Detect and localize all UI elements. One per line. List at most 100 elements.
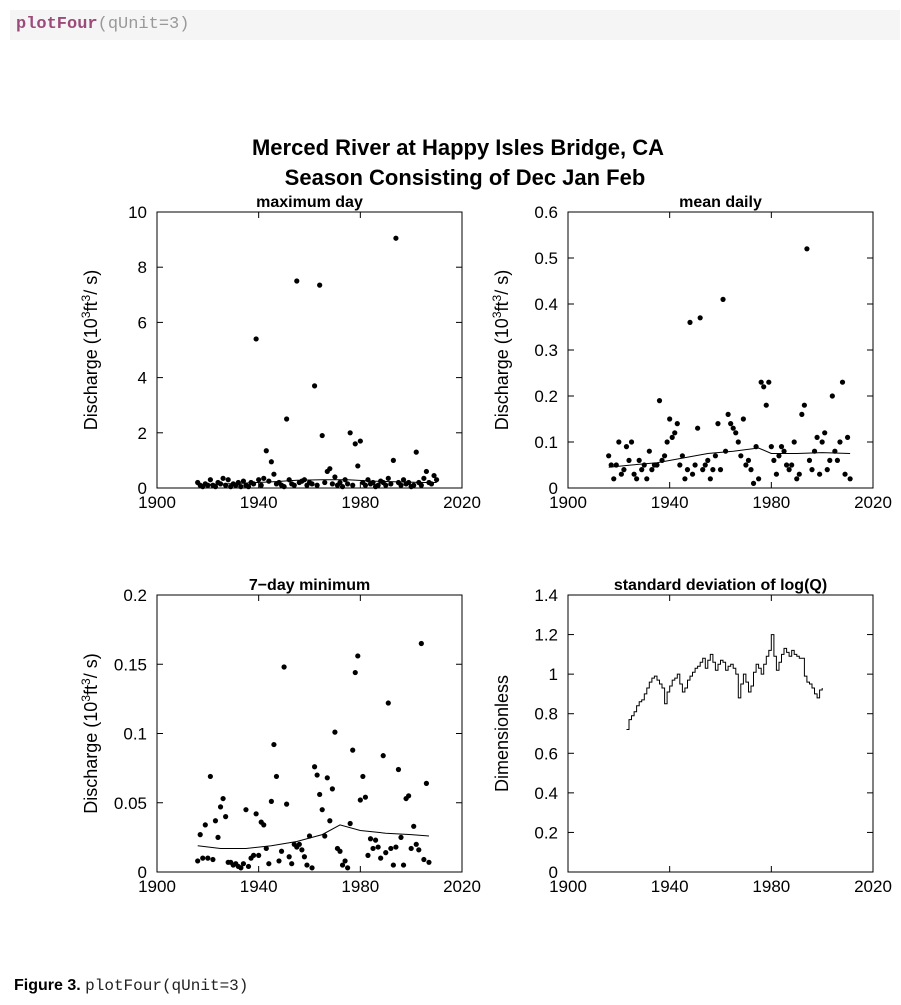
data-point (223, 814, 229, 820)
data-point (426, 859, 432, 865)
data-point (715, 421, 721, 427)
y-tick-label: 0 (549, 479, 558, 498)
data-point (299, 847, 305, 853)
data-point (362, 794, 369, 800)
data-point (352, 669, 358, 676)
data-point (654, 462, 660, 468)
data-point (197, 832, 203, 838)
data-point (750, 480, 757, 486)
data-point (253, 336, 259, 342)
y-tick-label: 1.4 (534, 586, 558, 605)
y-axis-label: Dimensionless (492, 675, 512, 792)
data-point (773, 471, 780, 477)
data-point (606, 453, 612, 459)
data-point (616, 439, 622, 445)
y-tick-label: 10 (128, 203, 147, 222)
data-point (814, 434, 820, 440)
data-point (789, 462, 795, 468)
data-point (289, 861, 295, 867)
data-point (240, 861, 247, 867)
data-point (263, 448, 269, 454)
y-tick-label: 0 (138, 863, 147, 882)
data-point (291, 482, 297, 488)
panel-title: mean daily (679, 194, 762, 211)
y-tick-label: 0.2 (123, 586, 147, 605)
data-point (337, 479, 343, 486)
data-point (263, 845, 269, 852)
data-point (733, 430, 739, 436)
data-point (413, 841, 419, 847)
data-point (702, 462, 708, 468)
data-point (339, 484, 346, 490)
data-point (253, 811, 259, 817)
data-point (240, 478, 247, 484)
data-point (212, 484, 219, 490)
data-point (200, 855, 206, 861)
data-point (728, 421, 734, 427)
data-point (266, 861, 272, 867)
x-tick-label: 1980 (341, 877, 379, 896)
data-point (689, 471, 696, 477)
code-open-paren: ( (97, 15, 108, 34)
data-point (839, 379, 846, 385)
data-point (656, 398, 663, 404)
data-point (804, 246, 810, 252)
y-tick-label: 0 (549, 863, 558, 882)
data-point (766, 379, 772, 385)
data-point (322, 479, 328, 486)
data-point (393, 235, 399, 241)
data-point (400, 477, 407, 483)
panel-title: standard deviation of log(Q) (614, 577, 827, 594)
code-close-paren: ) (179, 15, 190, 34)
data-point (827, 457, 833, 463)
data-point (238, 865, 244, 871)
data-point (824, 467, 830, 473)
data-point (829, 393, 835, 399)
data-point (667, 416, 673, 422)
data-point (337, 848, 343, 854)
data-point (342, 858, 348, 864)
data-point (220, 795, 226, 802)
data-point (352, 441, 358, 447)
data-point (720, 296, 726, 302)
data-point (641, 462, 647, 468)
data-point (380, 753, 386, 759)
y-tick-label: 0 (138, 479, 147, 498)
data-point (756, 476, 762, 482)
data-point (783, 462, 790, 468)
data-point (631, 471, 637, 477)
data-point (383, 482, 389, 488)
data-point (418, 640, 424, 647)
x-tick-label: 2020 (443, 877, 481, 896)
data-point (761, 384, 767, 390)
data-point (776, 453, 782, 459)
data-point (738, 453, 744, 459)
data-point (378, 855, 384, 861)
data-point (413, 449, 419, 455)
data-point (608, 462, 614, 468)
data-point (294, 278, 300, 284)
data-point (261, 822, 267, 828)
data-point (411, 482, 417, 488)
data-point (786, 467, 792, 473)
panel-3: 7−day minimum 1900 1940 1980 2020 0 0.05 0.1 0.1… (79, 577, 481, 896)
data-point (311, 383, 318, 389)
panel-1: maximum day 1900 1940 1980 2020 0 2 4 6 8 10 Discha… (79, 194, 481, 512)
data-point (375, 844, 381, 850)
data-point (256, 852, 262, 858)
data-point (276, 858, 282, 864)
data-point (385, 475, 391, 481)
data-point (296, 841, 302, 847)
data-point (281, 664, 287, 670)
plot-frame (156, 211, 463, 489)
y-tick-label: 0.4 (534, 295, 558, 314)
x-tick-label: 2020 (854, 877, 892, 896)
figure-title-line2: Season Consisting of Dec Jan Feb (285, 165, 646, 190)
data-point (646, 448, 652, 454)
data-point (245, 863, 252, 870)
data-point (806, 457, 813, 463)
y-tick-label: 0.3 (534, 341, 558, 360)
data-point (418, 482, 424, 488)
x-tick-label: 2020 (443, 493, 481, 512)
x-tick-label: 1940 (651, 493, 689, 512)
